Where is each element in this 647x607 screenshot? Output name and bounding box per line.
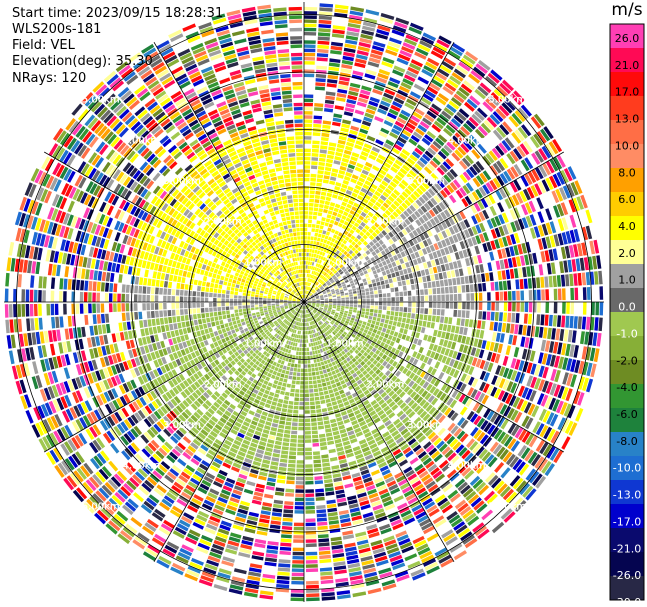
colorbar-swatch [610, 192, 644, 217]
colorbar-swatch [610, 360, 644, 385]
azimuth-line-4 [153, 301, 305, 563]
colorbar: 26.0 21.0 17.0 13.0 10.0 8.0 6.0 4.0 2.0 1.0 0.0 -1… [609, 23, 645, 607]
elevation-label: Elevation(deg): 35.30 [12, 54, 153, 69]
colorbar-swatch [610, 408, 644, 433]
azimuth-line-10 [303, 41, 455, 303]
colorbar-swatch [610, 96, 644, 121]
range-ring-label: 1.00km [326, 339, 364, 350]
nrays-label: NRays: 120 [12, 71, 87, 86]
range-ring-label: 4.00km [448, 461, 486, 472]
colorbar-tick-label: 8.0 [618, 166, 636, 179]
instrument-label: WLS200s-181 [12, 22, 102, 37]
range-ring-label: 3.00km [163, 176, 201, 187]
azimuth-line-5 [43, 301, 305, 453]
azimuth-line-2 [303, 301, 455, 563]
field-label: Field: VEL [12, 38, 75, 53]
colorbar-swatch [610, 168, 644, 193]
colorbar-swatch [610, 240, 644, 265]
azimuth-line-7 [43, 151, 305, 303]
colorbar-tick-label: -10.0 [613, 462, 641, 475]
colorbar-tick-label: -8.0 [616, 435, 637, 448]
range-ring-label: 2.00km [204, 379, 242, 390]
range-ring-labels: 1.00km 1.00km 1.00km 1.00km 2.00km 2.00km 2.00… [82, 95, 527, 513]
range-ring-label: 2.00km [366, 379, 404, 390]
colorbar-tick-label: -30.0 [613, 596, 641, 607]
colorbar-tick-label: 0.0 [618, 301, 636, 314]
colorbar-tick-label: -2.0 [616, 354, 637, 367]
range-ring-label: 4.00km [448, 135, 486, 146]
colorbar-swatch [610, 504, 644, 529]
range-ring-label: 1.00km [244, 339, 282, 350]
colorbar-unit: m/s [611, 0, 643, 20]
range-ring-label: 3.00km [163, 420, 201, 431]
colorbar-swatch [610, 384, 644, 409]
range-ring-label: 5.00km [488, 95, 526, 106]
colorbar-tick-label: -6.0 [616, 408, 637, 421]
range-ring-label: 4.00km [122, 135, 160, 146]
colorbar-tick-label: -26.0 [613, 569, 641, 582]
azimuth-line-1 [303, 301, 565, 453]
colorbar-swatch [610, 48, 644, 73]
azimuth-line-8 [153, 41, 305, 303]
colorbar-swatch [610, 456, 644, 481]
range-ring-label: 3.00km [407, 176, 445, 187]
range-ring-label: 2.00km [366, 217, 404, 228]
colorbar-tick-label: -1.0 [616, 327, 637, 340]
range-ring-label: 4.00km [122, 461, 160, 472]
colorbar-tick-label: 2.0 [618, 247, 636, 260]
polar-grid [4, 2, 604, 602]
colorbar-swatch [610, 72, 644, 97]
colorbar-swatch [610, 264, 644, 289]
range-ring-label: 1.00km [244, 257, 282, 268]
colorbar-swatch [610, 24, 644, 49]
colorbar-tick-label: 4.0 [618, 220, 636, 233]
range-ring-label: 5.00km [488, 501, 526, 512]
colorbar-tick-label: 21.0 [615, 59, 640, 72]
range-ring-label: 2.00km [204, 217, 242, 228]
colorbar-swatch [610, 216, 644, 241]
range-ring-label: 1.00km [326, 257, 364, 268]
colorbar-tick-label: 13.0 [615, 113, 640, 126]
colorbar-tick-label: 17.0 [615, 86, 640, 99]
range-ring-label: 5.00km [82, 501, 120, 512]
colorbar-tick-label: -17.0 [613, 515, 641, 528]
start-time-label: Start time: 2023/09/15 18:28:31 [12, 6, 224, 21]
colorbar-swatch [610, 432, 644, 457]
colorbar-tick-label: 10.0 [615, 139, 640, 152]
colorbar-tick-label: -4.0 [616, 381, 637, 394]
colorbar-swatch [610, 336, 644, 361]
azimuth-line-11 [303, 151, 565, 303]
colorbar-tick-label: -13.0 [613, 489, 641, 502]
colorbar-tick-label: 6.0 [618, 193, 636, 206]
colorbar-swatch [610, 312, 644, 337]
range-ring-label: 5.00km [82, 95, 120, 106]
colorbar-tick-label: -21.0 [613, 542, 641, 555]
colorbar-swatch [610, 528, 644, 553]
colorbar-frame [609, 23, 645, 601]
colorbar-swatch [610, 144, 644, 169]
colorbar-tick-label: 26.0 [615, 32, 640, 45]
colorbar-tick-label: 1.0 [618, 274, 636, 287]
colorbar-swatch [610, 288, 644, 313]
colorbar-swatch [610, 480, 644, 505]
range-ring-label: 3.00km [407, 420, 445, 431]
colorbar-swatch [610, 576, 644, 601]
colorbar-swatch [610, 120, 644, 145]
colorbar-swatch [610, 552, 644, 577]
